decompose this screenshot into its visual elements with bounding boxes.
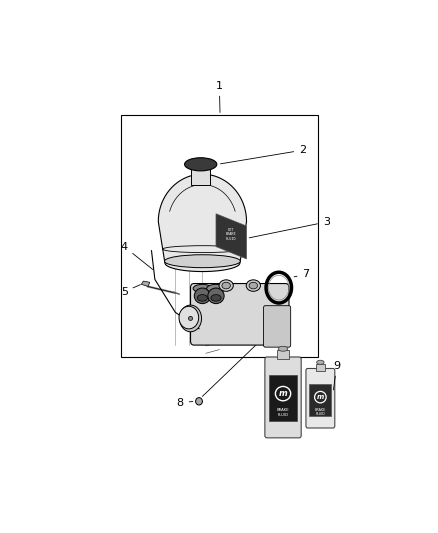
Text: 5: 5: [121, 285, 141, 297]
Text: m: m: [279, 389, 287, 398]
FancyBboxPatch shape: [191, 284, 289, 345]
Polygon shape: [141, 281, 150, 286]
Polygon shape: [158, 174, 247, 271]
Text: 1: 1: [216, 80, 223, 112]
Ellipse shape: [179, 306, 199, 329]
Ellipse shape: [246, 280, 261, 292]
Ellipse shape: [278, 346, 288, 351]
Text: BRAKE
FLUID: BRAKE FLUID: [315, 408, 326, 416]
Ellipse shape: [219, 280, 233, 292]
Text: m: m: [317, 394, 324, 400]
Ellipse shape: [184, 158, 217, 171]
Ellipse shape: [207, 284, 225, 293]
Ellipse shape: [317, 360, 324, 365]
Text: 4: 4: [120, 241, 153, 270]
Ellipse shape: [188, 317, 193, 320]
Text: BRAKE
FLUID: BRAKE FLUID: [277, 408, 290, 417]
Bar: [277, 350, 289, 359]
Ellipse shape: [208, 288, 224, 304]
Bar: [269, 375, 297, 421]
Bar: [191, 168, 210, 185]
Bar: [309, 384, 332, 416]
Bar: [316, 364, 325, 370]
Text: 6: 6: [195, 291, 202, 308]
Ellipse shape: [222, 282, 230, 289]
Text: 9: 9: [333, 361, 340, 390]
Text: 2: 2: [220, 145, 306, 164]
Ellipse shape: [196, 398, 202, 405]
Text: 8: 8: [177, 398, 193, 408]
Ellipse shape: [193, 284, 212, 293]
Ellipse shape: [164, 255, 240, 268]
FancyBboxPatch shape: [264, 306, 291, 347]
Text: 3: 3: [249, 217, 330, 238]
Text: 7: 7: [294, 269, 310, 279]
Ellipse shape: [180, 305, 201, 332]
Bar: [121, 115, 318, 358]
Ellipse shape: [249, 282, 258, 289]
FancyBboxPatch shape: [306, 368, 335, 428]
Text: DOT
BRAKE
FLUID: DOT BRAKE FLUID: [226, 228, 237, 241]
Ellipse shape: [211, 295, 221, 301]
Ellipse shape: [197, 295, 208, 301]
FancyBboxPatch shape: [265, 357, 301, 438]
Polygon shape: [216, 214, 247, 259]
Ellipse shape: [194, 288, 211, 304]
